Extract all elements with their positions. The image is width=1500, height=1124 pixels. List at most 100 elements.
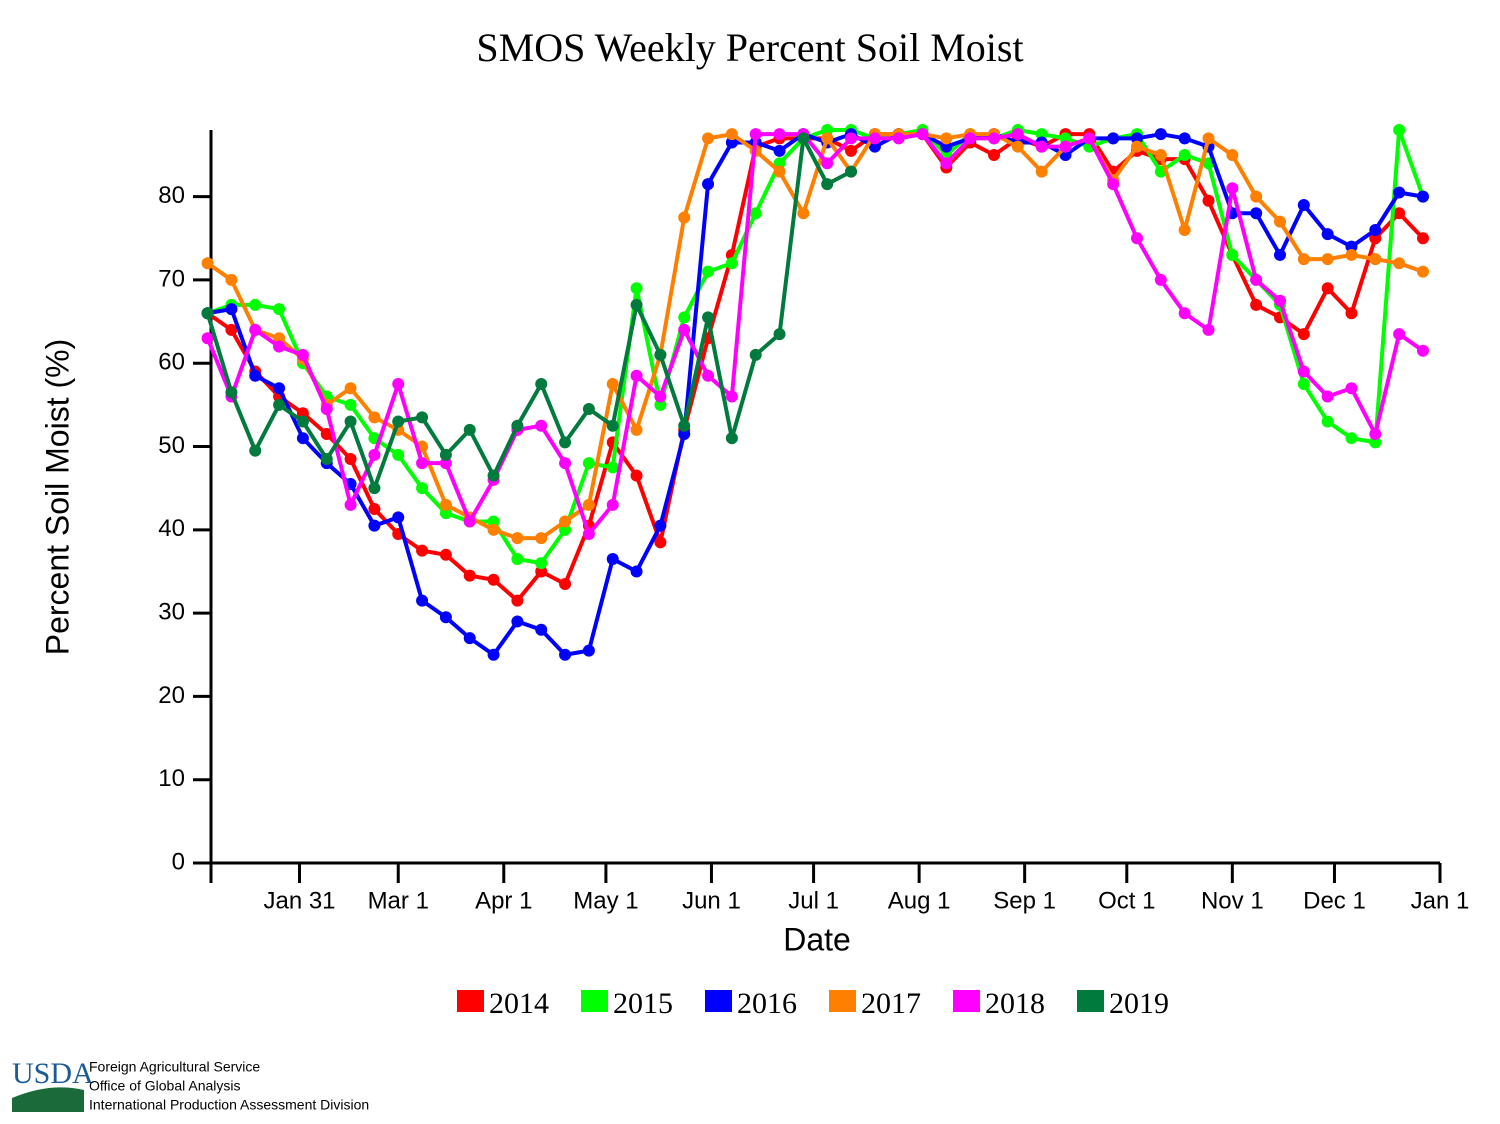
point	[1273, 248, 1286, 261]
point	[749, 128, 762, 141]
point	[654, 519, 667, 532]
point	[1226, 248, 1239, 261]
series-line	[207, 132, 1424, 657]
point	[582, 403, 595, 416]
point	[344, 382, 357, 395]
point	[1321, 390, 1334, 403]
point	[940, 140, 953, 153]
point	[582, 498, 595, 511]
point	[797, 207, 810, 220]
point	[630, 423, 643, 436]
point	[344, 398, 357, 411]
point	[1250, 273, 1263, 286]
point	[535, 378, 548, 391]
point	[487, 469, 500, 482]
point	[559, 457, 572, 470]
point	[1178, 148, 1191, 161]
point	[392, 511, 405, 524]
point	[368, 482, 381, 495]
x-axis-title: Date	[783, 921, 851, 957]
point	[1297, 328, 1310, 341]
chart-title: SMOS Weekly Percent Soil Moist	[476, 25, 1023, 70]
point	[487, 515, 500, 528]
point	[606, 552, 619, 565]
y-tick-label: 80	[158, 182, 185, 209]
point	[725, 432, 738, 445]
legend-label: 2015	[613, 987, 673, 1020]
point	[654, 536, 667, 549]
x-tick-label: Mar 1	[368, 887, 429, 914]
point	[1011, 140, 1024, 153]
point	[845, 144, 858, 157]
point	[630, 565, 643, 578]
point	[988, 148, 1001, 161]
point	[201, 257, 214, 270]
point	[559, 436, 572, 449]
point	[344, 415, 357, 428]
point	[1369, 436, 1382, 449]
point	[1297, 378, 1310, 391]
y-tick-label: 30	[158, 598, 185, 625]
point	[1369, 253, 1382, 266]
point	[630, 469, 643, 482]
point	[868, 140, 881, 153]
point	[1083, 132, 1096, 145]
point	[416, 544, 429, 557]
point	[1416, 265, 1429, 278]
point	[344, 453, 357, 466]
point	[273, 398, 286, 411]
point	[1178, 307, 1191, 320]
point	[1321, 415, 1334, 428]
point	[678, 311, 691, 324]
point	[487, 648, 500, 661]
point	[535, 532, 548, 545]
point	[702, 178, 715, 191]
point	[511, 615, 524, 628]
legend-label: 2019	[1109, 987, 1169, 1020]
y-tick-label: 50	[158, 432, 185, 459]
point	[702, 369, 715, 382]
y-tick-label: 10	[158, 765, 185, 792]
point	[1011, 128, 1024, 141]
point	[940, 157, 953, 170]
point	[773, 144, 786, 157]
point	[845, 132, 858, 145]
point	[1178, 223, 1191, 236]
point	[1416, 232, 1429, 245]
point	[416, 594, 429, 607]
point	[1250, 298, 1263, 311]
point	[1369, 223, 1382, 236]
point	[249, 323, 262, 336]
point	[320, 403, 333, 416]
point	[1107, 132, 1120, 145]
legend-swatch	[457, 990, 484, 1012]
point	[964, 132, 977, 145]
point	[296, 415, 309, 428]
legend-label: 2014	[489, 987, 549, 1020]
point	[1393, 124, 1406, 136]
point	[439, 498, 452, 511]
point	[535, 419, 548, 432]
x-tick-label: Jul 1	[788, 887, 839, 914]
point	[559, 577, 572, 590]
point	[416, 482, 429, 495]
point	[1250, 190, 1263, 203]
point	[702, 265, 715, 278]
point	[511, 594, 524, 607]
point	[392, 415, 405, 428]
point	[582, 457, 595, 470]
point	[1393, 328, 1406, 341]
point	[439, 548, 452, 561]
point	[439, 611, 452, 624]
point	[463, 569, 476, 582]
point	[559, 515, 572, 528]
x-tick-label: Aug 1	[888, 887, 951, 914]
point	[1273, 294, 1286, 307]
point	[1393, 186, 1406, 199]
point	[273, 303, 286, 316]
point	[725, 257, 738, 270]
point	[368, 502, 381, 515]
point	[1202, 194, 1215, 207]
point	[582, 644, 595, 657]
point	[1202, 323, 1215, 336]
